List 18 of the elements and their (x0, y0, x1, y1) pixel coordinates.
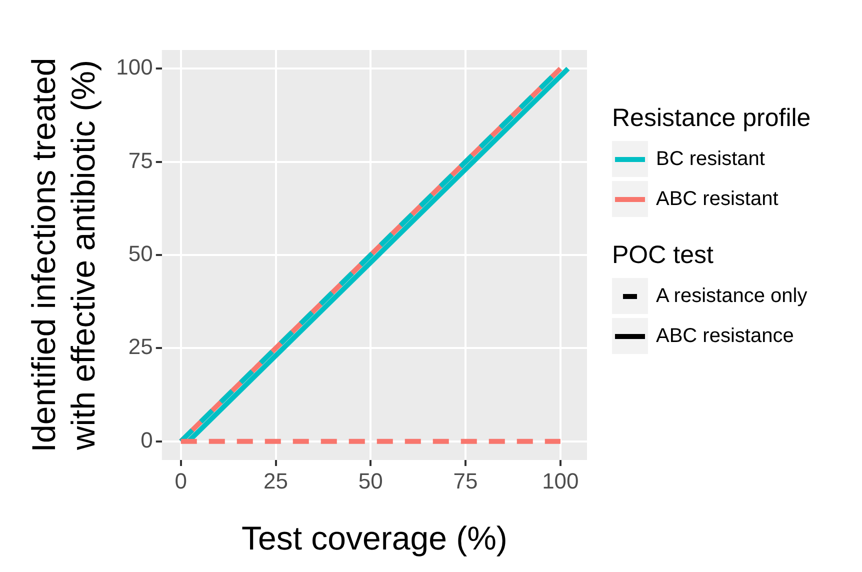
y-tick-label: 25 (128, 334, 153, 360)
y-tick-label: 100 (116, 54, 153, 80)
y-axis-title: Identified infections treated with effective antibiotic (%) (24, 58, 102, 452)
legend-label: ABC resistant (656, 188, 778, 210)
x-tick-label: 25 (264, 468, 288, 494)
text: POC test (612, 241, 714, 270)
y-tick-label: 75 (128, 148, 153, 173)
text: ABC resistance (656, 324, 794, 348)
x-tick-label: 100 (542, 468, 579, 494)
x-axis-title: Test coverage (%) (241, 519, 508, 556)
x-tick-label: 50 (358, 468, 383, 494)
y-tick-label: 0 (140, 427, 153, 452)
x-tick-label: 75 (453, 468, 478, 494)
legend-title: Resistance profile (612, 104, 811, 133)
x-tick-label: 0 (174, 468, 188, 494)
legend-label: BC resistant (656, 148, 765, 170)
y-tick-label: 50 (128, 241, 153, 266)
text: A resistance only (656, 284, 808, 308)
